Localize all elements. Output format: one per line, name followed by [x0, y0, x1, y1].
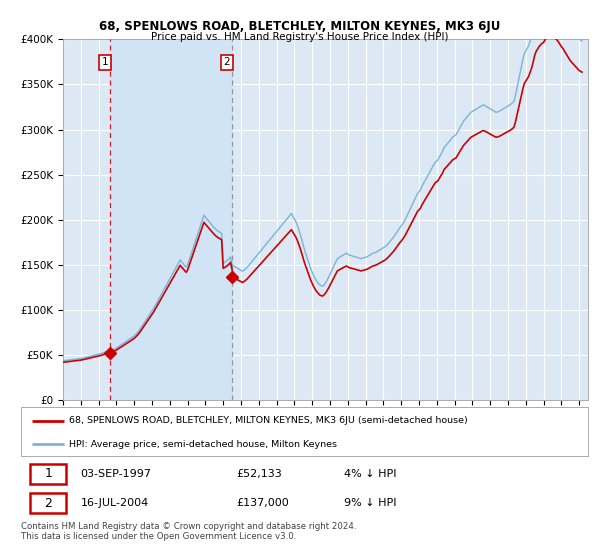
Text: 68, SPENLOWS ROAD, BLETCHLEY, MILTON KEYNES, MK3 6JU (semi-detached house): 68, SPENLOWS ROAD, BLETCHLEY, MILTON KEY… — [69, 417, 468, 426]
Text: 2: 2 — [44, 497, 52, 510]
Text: £52,133: £52,133 — [236, 469, 282, 479]
Text: 1: 1 — [44, 468, 52, 480]
FancyBboxPatch shape — [29, 464, 67, 484]
Text: 2: 2 — [223, 57, 230, 67]
Text: Price paid vs. HM Land Registry's House Price Index (HPI): Price paid vs. HM Land Registry's House … — [151, 32, 449, 43]
Text: 03-SEP-1997: 03-SEP-1997 — [80, 469, 152, 479]
Text: 1: 1 — [102, 57, 109, 67]
Text: 68, SPENLOWS ROAD, BLETCHLEY, MILTON KEYNES, MK3 6JU: 68, SPENLOWS ROAD, BLETCHLEY, MILTON KEY… — [100, 20, 500, 32]
Text: 16-JUL-2004: 16-JUL-2004 — [80, 498, 149, 508]
Text: HPI: Average price, semi-detached house, Milton Keynes: HPI: Average price, semi-detached house,… — [69, 440, 337, 449]
FancyBboxPatch shape — [29, 493, 67, 514]
Text: Contains HM Land Registry data © Crown copyright and database right 2024.
This d: Contains HM Land Registry data © Crown c… — [21, 522, 356, 542]
Text: 9% ↓ HPI: 9% ↓ HPI — [344, 498, 397, 508]
Text: £137,000: £137,000 — [236, 498, 289, 508]
Text: 4% ↓ HPI: 4% ↓ HPI — [344, 469, 397, 479]
